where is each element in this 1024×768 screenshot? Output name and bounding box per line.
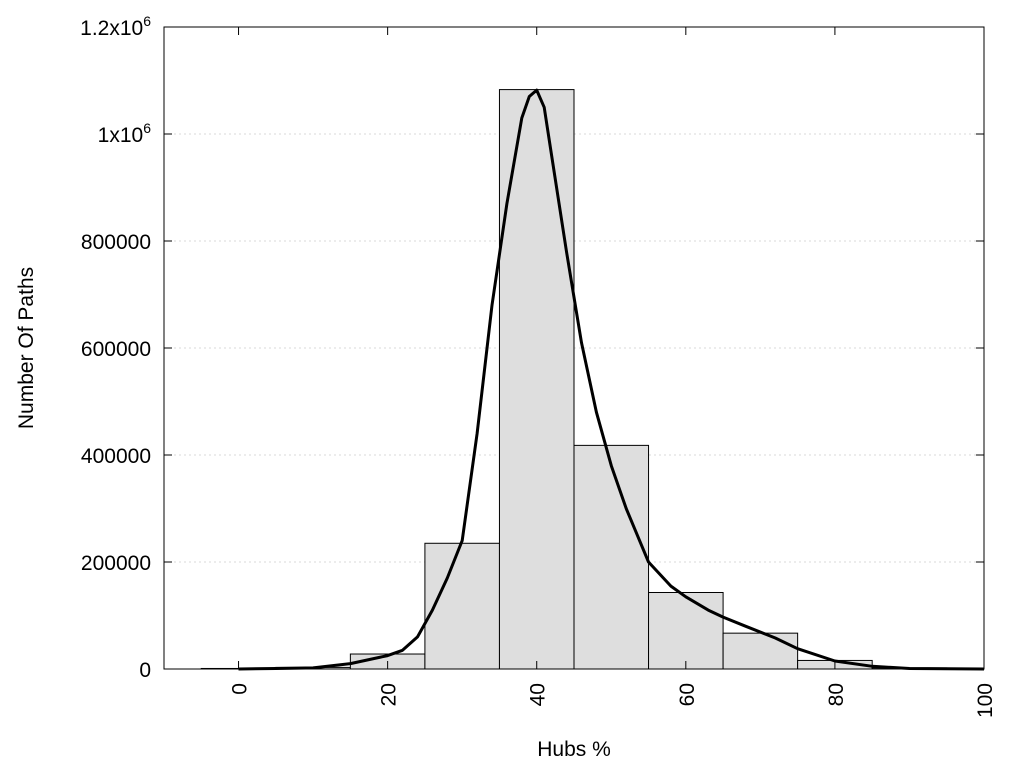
y-tick-label: 400000 [81,445,151,468]
x-tick-label: 60 [676,683,699,706]
histogram-bar [648,591,724,670]
density-curve [238,88,985,671]
x-tick-label: 100 [974,683,997,718]
histogram-bar [573,444,650,670]
density-curve-layer [238,88,985,671]
x-tick-label: 80 [825,683,848,706]
y-tick-label: 200000 [81,552,151,575]
x-axis-label: Hubs % [537,738,611,761]
y-tick-label: 1.2x106 [80,13,151,40]
histogram-bar [424,542,500,670]
y-axis-label: Number Of Paths [15,267,38,429]
y-tick-labels: 0 200000 400000 600000 800000 1x106 1.2x106 [80,13,151,682]
histogram-bars [200,89,948,670]
x-tick-labels: 0 20 40 60 80 100 [229,683,997,718]
x-tick-label: 40 [527,683,550,706]
x-tick-label: 20 [378,683,401,706]
axis-ticks [164,26,985,670]
y-tick-label: 0 [139,659,151,682]
y-tick-label: 1x106 [98,120,152,147]
x-tick-label: 0 [229,683,252,695]
histogram-bar [722,632,799,670]
y-tick-label: 800000 [81,231,151,254]
y-tick-label: 600000 [81,338,151,361]
